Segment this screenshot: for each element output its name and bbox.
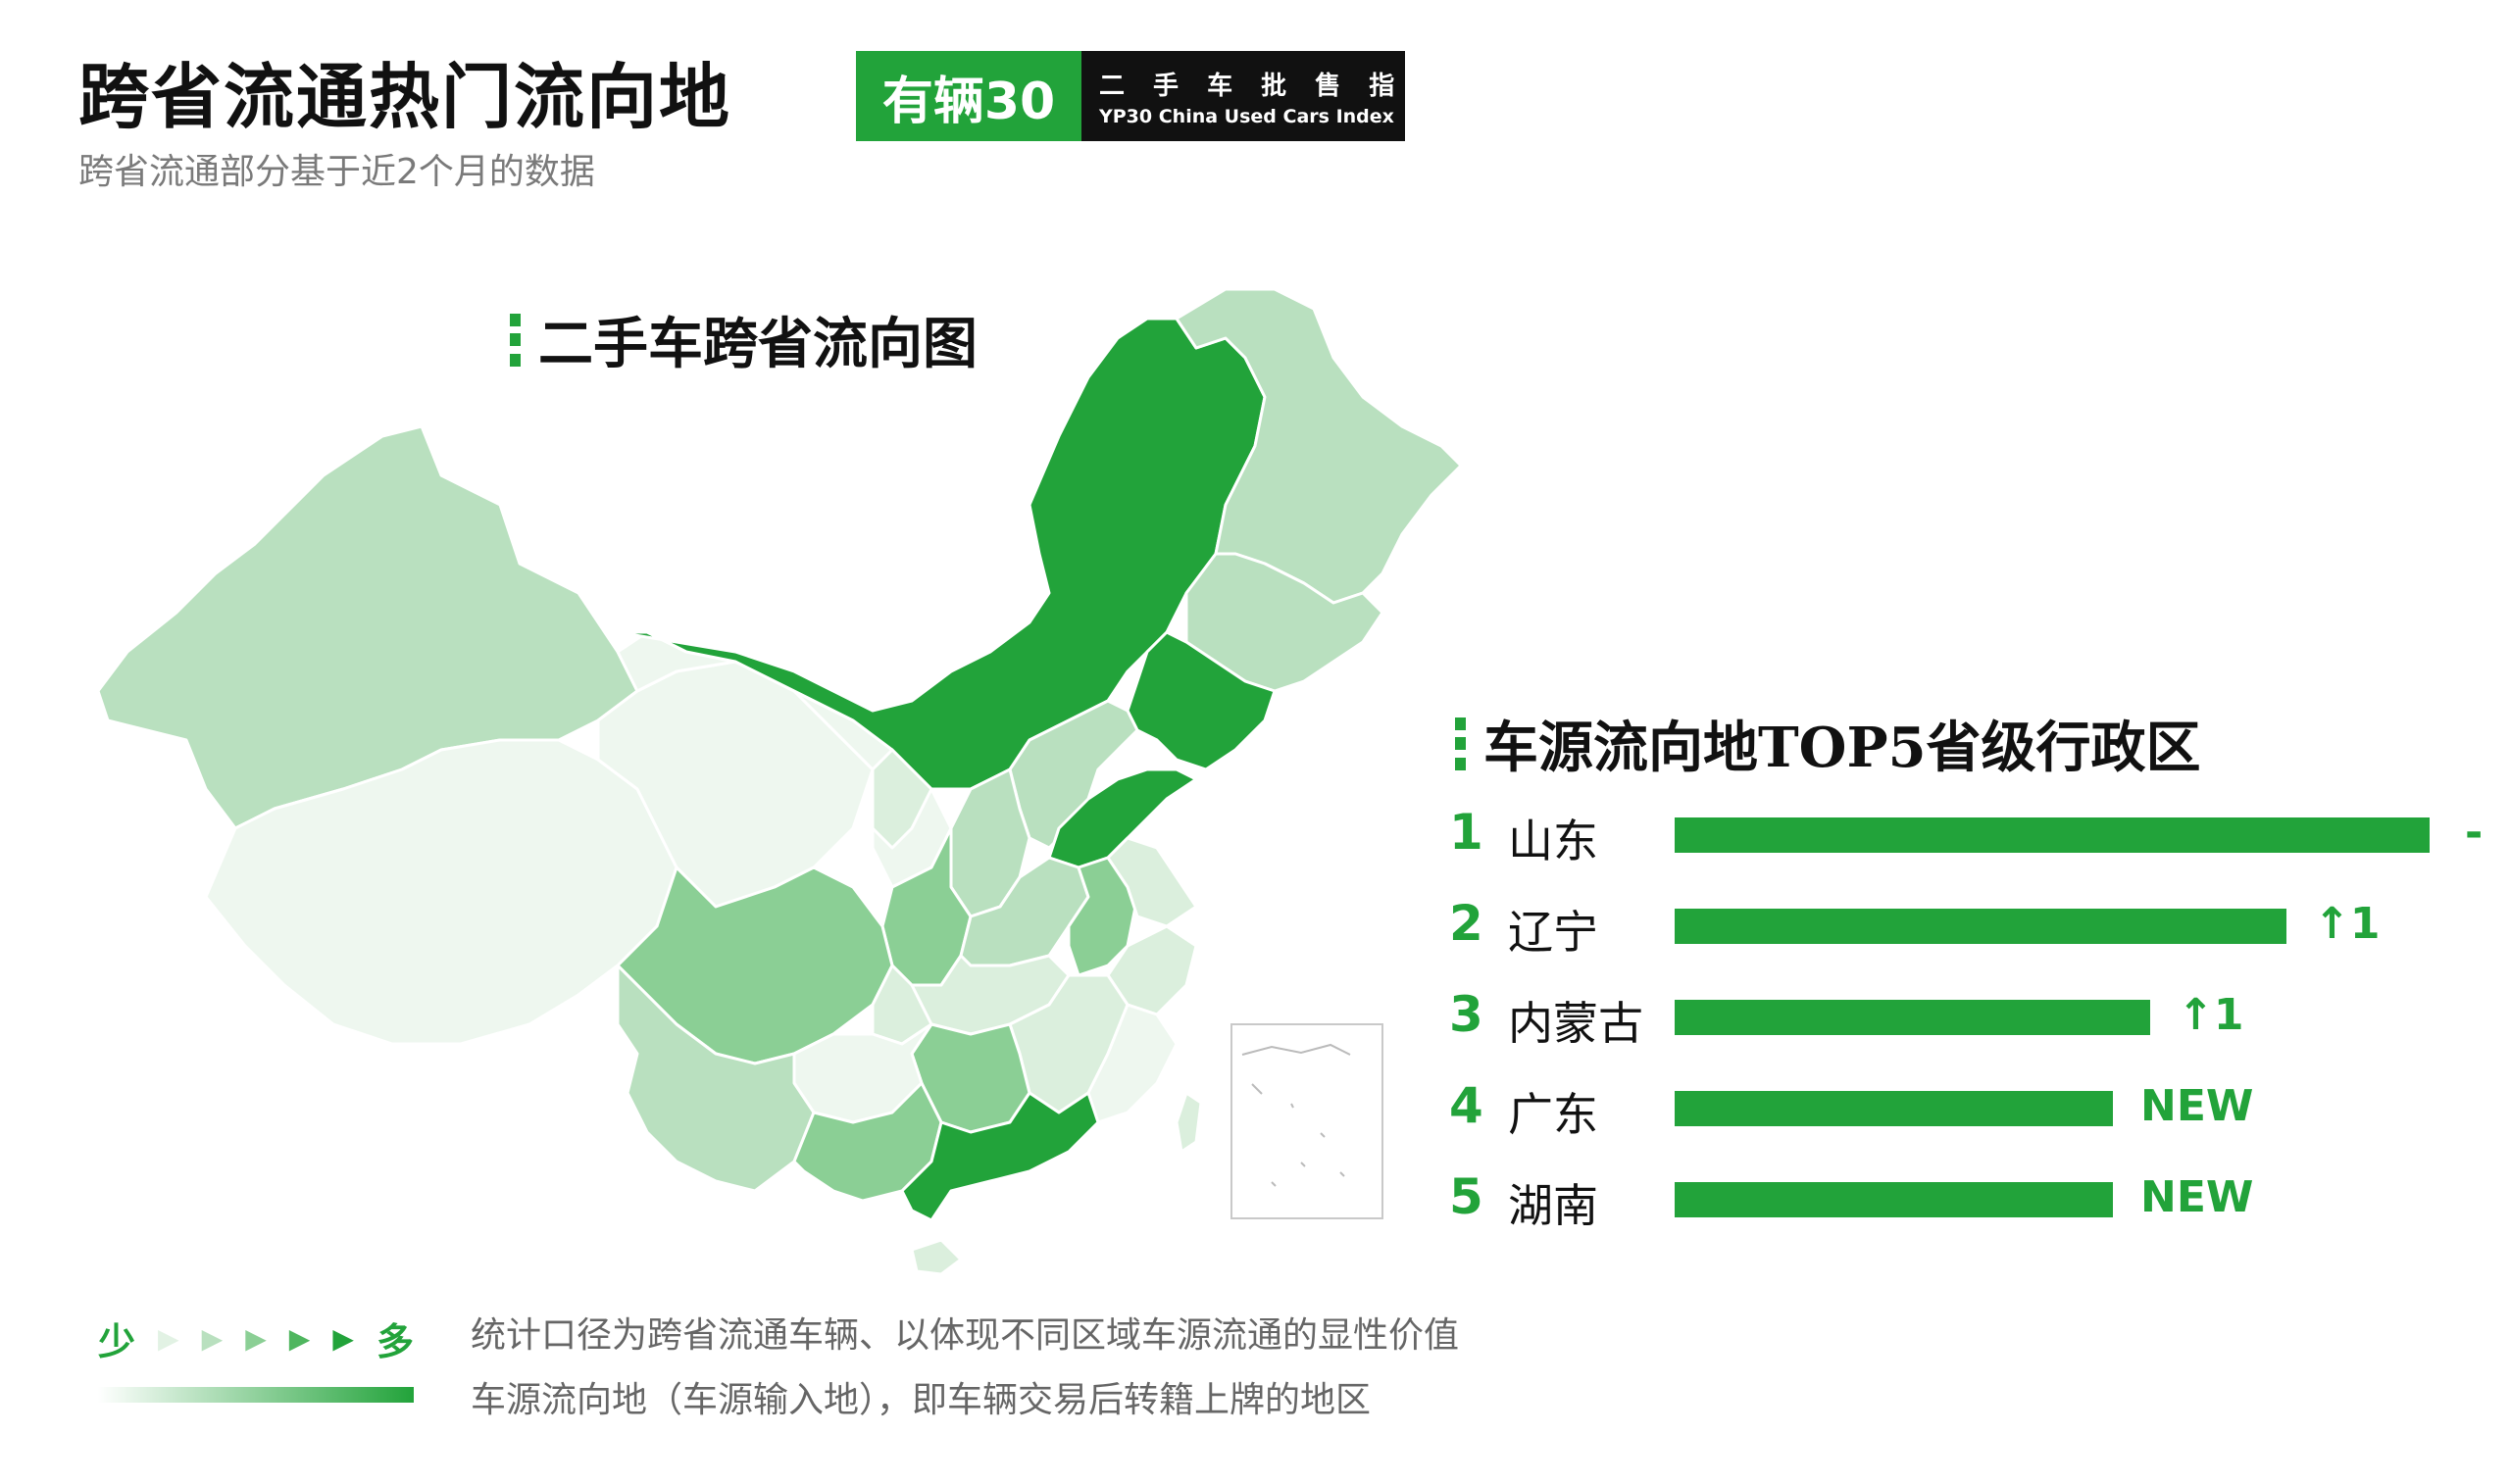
rank-row: 3 内蒙古 ↑1 xyxy=(1449,986,2479,1050)
legend-arrow-icon: ▶ xyxy=(158,1322,179,1355)
footnote: 统计口径为跨省流通车辆、以体现不同区域车源流通的显性价值 车源流向地（车源输入地… xyxy=(471,1304,1459,1433)
rank-change: NEW xyxy=(2140,1172,2254,1222)
province-taiwan xyxy=(1175,1091,1203,1154)
rank-province-name: 辽宁 xyxy=(1508,906,1598,959)
rank-province-name: 湖南 xyxy=(1508,1179,1598,1232)
legend-arrow-icon: ▶ xyxy=(201,1322,224,1355)
legend-arrow-icon: ▶ xyxy=(332,1322,354,1355)
rank-bar xyxy=(1675,817,2430,853)
legend-high-label: 多 xyxy=(376,1319,414,1363)
map-heading-text: 二手车跨省流向图 xyxy=(538,312,978,376)
rank-row: 2 辽宁 ↑1 xyxy=(1449,895,2479,959)
rank-number: 5 xyxy=(1449,1168,1483,1225)
rank-bar xyxy=(1675,1000,2150,1035)
footnote-line-1: 统计口径为跨省流通车辆、以体现不同区域车源流通的显性价值 xyxy=(471,1315,1460,1356)
heading-marker-icon xyxy=(510,313,521,367)
legend-low-label: 少 xyxy=(98,1319,136,1363)
rank-province-name: 内蒙古 xyxy=(1508,997,1643,1050)
province-liaoning xyxy=(1126,630,1277,771)
rank-change: - xyxy=(2465,808,2484,858)
logo-caption: 二 手 车 批 售 指 数 YP30 China Used Cars Index xyxy=(1081,51,1459,141)
legend-arrow-icon: ▶ xyxy=(288,1322,311,1355)
page-title: 跨省流通热门流向地 xyxy=(78,55,732,138)
rank-row: 1 山东 - xyxy=(1449,804,2483,867)
ranking-heading: 车源流向地TOP5省级行政区 xyxy=(1455,704,2201,783)
rank-bar xyxy=(1675,1182,2113,1217)
logo-en-text: YP30 China Used Cars Index xyxy=(1099,105,1394,127)
inset-map xyxy=(1241,1043,1351,1187)
province-guangdong xyxy=(900,1091,1100,1222)
rank-row: 5 湖南 NEW xyxy=(1449,1168,2479,1232)
page-subtitle: 跨省流通部分基于近2个月的数据 xyxy=(78,152,595,192)
china-province-map xyxy=(96,287,1461,1276)
logo-cn-text: 二 手 车 批 售 指 数 xyxy=(1099,71,1459,101)
rank-change: ↑1 xyxy=(2314,899,2381,949)
footnote-line-2: 车源流向地（车源输入地），即车辆交易后转籍上牌的地区 xyxy=(471,1380,1372,1420)
south-china-sea-inset xyxy=(1230,1023,1383,1219)
rank-change: NEW xyxy=(2140,1081,2254,1131)
rank-number: 1 xyxy=(1449,804,1483,861)
rank-number: 4 xyxy=(1449,1077,1483,1134)
rank-number: 3 xyxy=(1449,986,1483,1043)
color-legend: 少 ▶ ▶ ▶ ▶ ▶ 多 xyxy=(98,1311,414,1403)
rank-bar xyxy=(1675,909,2286,944)
ranking-heading-text: 车源流向地TOP5省级行政区 xyxy=(1483,716,2201,780)
brand-logo: 有辆30 二 手 车 批 售 指 数 YP30 China Used Cars … xyxy=(856,51,1459,141)
map-heading: 二手车跨省流向图 xyxy=(510,300,978,379)
heading-marker-icon xyxy=(1455,717,1466,770)
province-hainan xyxy=(910,1238,963,1276)
rank-province-name: 山东 xyxy=(1508,815,1598,867)
rank-bar xyxy=(1675,1091,2113,1126)
rank-province-name: 广东 xyxy=(1508,1088,1598,1141)
rank-change: ↑1 xyxy=(2178,990,2244,1040)
province-ningxia xyxy=(871,748,933,850)
logo-brand-text: 有辆30 xyxy=(856,51,1081,141)
legend-gradient-bar xyxy=(98,1387,414,1403)
province-jiangsu xyxy=(1106,836,1198,928)
legend-arrow-icon: ▶ xyxy=(245,1322,267,1355)
rank-number: 2 xyxy=(1449,895,1483,952)
rank-row: 4 广东 NEW xyxy=(1449,1077,2479,1141)
legend-scale: 少 ▶ ▶ ▶ ▶ ▶ 多 xyxy=(98,1311,414,1365)
